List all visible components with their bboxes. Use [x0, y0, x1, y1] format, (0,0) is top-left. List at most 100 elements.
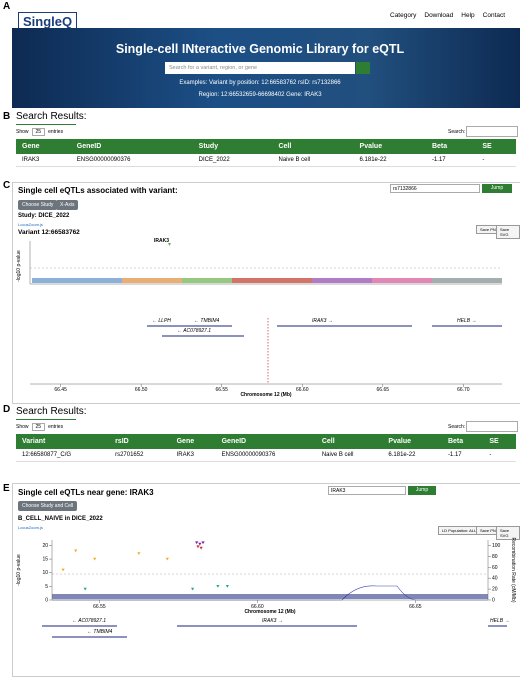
x-tick-label: 66.55 — [93, 604, 106, 610]
search-label: Search: — [448, 424, 466, 430]
point — [195, 541, 199, 545]
variant-input[interactable]: rs7132866 — [390, 184, 480, 193]
underline — [16, 124, 76, 125]
y-tick-label: 5 — [45, 584, 48, 590]
point — [225, 584, 229, 588]
panel-label: B — [3, 111, 11, 122]
search-input[interactable]: Search for a variant, region, or gene — [165, 62, 355, 74]
point — [190, 587, 195, 591]
button[interactable]: Choose Study — [18, 200, 58, 210]
button[interactable]: Choose Study and Cell — [18, 501, 78, 511]
column-header: Study — [192, 139, 273, 154]
lead-annotation: IRAK3 — [154, 238, 169, 244]
results-table: Variant rsID Gene GeneID Cell Pvalue Beta SE 12:… — [16, 434, 516, 462]
point — [165, 557, 169, 561]
section-title: Search Results: — [16, 111, 87, 122]
x-tick-label: 66.65 — [409, 604, 422, 610]
x-tick-label: 66.65 — [377, 387, 390, 393]
y2-tick-label: 40 — [492, 576, 498, 582]
banner-title: Single-cell INteractive Genomic Library … — [115, 42, 405, 56]
gene-label: IRAK3 → — [262, 618, 283, 624]
search-button[interactable] — [356, 62, 370, 74]
cell: ENSG00000090376 — [70, 154, 193, 167]
plot-e: -log10 p-value Recombination Rate (cM/Mb… — [16, 537, 516, 638]
column-header: Cell — [272, 139, 354, 154]
show-entries: Show 25 entries — [16, 423, 64, 431]
column-header: GeneID — [215, 434, 316, 449]
x-tick-label: 66.60 — [296, 387, 309, 393]
panel-label: C — [3, 180, 11, 191]
study: Study: DICE_2022 — [18, 213, 70, 219]
panel-e — [12, 483, 520, 677]
button[interactable]: X-Axis — [56, 200, 79, 210]
locuszoom-link[interactable]: LocusZoom.js — [18, 222, 43, 227]
column-header: Pvalue — [382, 434, 442, 449]
search-label: Search: — [448, 129, 466, 135]
panel-title: Single cell eQTLs near gene: IRAK3 — [18, 488, 154, 497]
point — [137, 552, 141, 556]
nav-link[interactable]: Help — [461, 12, 475, 19]
cell: - — [476, 154, 516, 167]
column-header: Beta — [425, 139, 477, 154]
search-box[interactable] — [466, 126, 518, 137]
save-svg[interactable]: Save SVG — [496, 225, 520, 239]
underline — [16, 419, 76, 420]
point — [83, 587, 87, 591]
y2-tick-label: 0 — [492, 598, 495, 604]
gene-label: HELB → — [490, 618, 509, 624]
gene-label: ← TMBIM4 — [87, 629, 112, 635]
column-header: Pvalue — [353, 139, 426, 154]
point — [196, 545, 200, 549]
x-axis-label: Chromosome 12 (Mb) — [244, 609, 295, 615]
entries-select[interactable]: 25 — [31, 423, 46, 431]
x-tick-label: 66.70 — [457, 387, 470, 393]
nav-link[interactable]: Contact — [482, 12, 506, 19]
point — [61, 568, 65, 572]
variant-title: Variant 12:66583762 — [18, 229, 80, 236]
cell: -1.17 — [425, 154, 477, 167]
show: Show — [16, 424, 29, 430]
locuszoom-link[interactable]: LocusZoom.js — [18, 525, 43, 530]
cell: IRAK3 — [16, 154, 71, 167]
panel-label: A — [3, 1, 11, 12]
header-row: Gene GeneID Study Cell Pvalue Beta SE — [16, 139, 516, 154]
gene-input[interactable]: IRAK3 — [328, 486, 406, 495]
cell: Naive B cell — [315, 449, 383, 462]
column-header: Beta — [441, 434, 484, 449]
entries-select[interactable]: 25 — [31, 128, 46, 136]
y2-tick-label: 60 — [492, 565, 498, 571]
row: 12:66580877_C/G rs2701652 IRAK3 ENSG0000009… — [16, 449, 516, 462]
point — [201, 541, 205, 545]
gene-label: ← LLPH — [152, 318, 171, 324]
nav: Category Download Help Contact — [390, 12, 505, 19]
cell: -1.17 — [441, 449, 484, 462]
y-tick-label: 20 — [42, 543, 48, 549]
section-title: Search Results: — [16, 406, 87, 417]
show: Show — [16, 129, 29, 135]
y-axis-label: -log10 p-value — [16, 554, 22, 586]
y2-axis-label: Recombination Rate (cM/Mb) — [510, 537, 516, 602]
y-tick-label: 0 — [45, 598, 48, 604]
nav-link[interactable]: Download — [424, 12, 454, 19]
cell: IRAK3 — [170, 449, 216, 462]
header-row: Variant rsID Gene GeneID Cell Pvalue Beta SE — [16, 434, 516, 449]
jump-button[interactable]: Jump — [482, 184, 512, 193]
nav-link[interactable]: Category — [390, 12, 417, 19]
column-header: GeneID — [70, 139, 193, 154]
results-table: Gene GeneID Study Cell Pvalue Beta SE IRAK3 ENSG… — [16, 139, 516, 167]
entries: entries — [48, 424, 64, 430]
jump-button[interactable]: Jump — [408, 486, 436, 495]
column-header: SE — [476, 139, 516, 154]
subtitle: B_CELL_NAIVE in DICE_2022 — [18, 516, 103, 522]
cell: Naive B cell — [272, 154, 354, 167]
y2-tick-label: 20 — [492, 587, 498, 593]
y-tick-label: 10 — [42, 570, 48, 576]
column-header: Gene — [170, 434, 216, 449]
y-tick-label: 15 — [42, 557, 48, 563]
column-header: rsID — [109, 434, 171, 449]
search-box[interactable] — [466, 421, 518, 432]
point — [198, 542, 202, 546]
gene-label: ← AC078927.1 — [72, 618, 106, 624]
point — [216, 584, 220, 588]
